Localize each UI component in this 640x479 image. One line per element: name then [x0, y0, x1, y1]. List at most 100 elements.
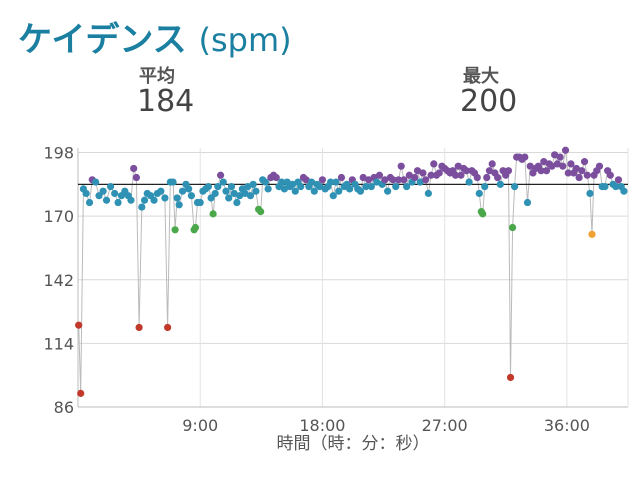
- data-point: [373, 178, 381, 186]
- data-point: [169, 178, 177, 186]
- data-point: [187, 192, 195, 200]
- data-point: [335, 187, 343, 195]
- title-unit: (spm): [198, 21, 292, 59]
- data-point: [230, 189, 238, 198]
- y-tick-label: 114: [43, 334, 74, 353]
- data-point: [381, 176, 389, 184]
- data-point: [329, 192, 337, 200]
- data-point: [310, 187, 318, 195]
- data-point: [601, 183, 609, 191]
- data-point: [511, 183, 519, 191]
- data-point: [356, 187, 365, 195]
- data-point: [185, 185, 193, 193]
- data-point: [424, 189, 432, 198]
- data-point: [222, 187, 230, 195]
- data-point: [362, 183, 370, 191]
- data-point: [102, 196, 111, 204]
- data-point: [462, 167, 470, 175]
- data-point: [494, 173, 502, 182]
- data-point: [496, 180, 504, 188]
- data-point: [196, 198, 204, 207]
- data-point: [85, 198, 94, 207]
- data-point: [272, 173, 280, 182]
- data-point: [191, 223, 200, 232]
- data-point: [435, 169, 443, 177]
- data-point: [127, 196, 135, 204]
- y-tick-label: 198: [43, 144, 74, 163]
- data-point: [326, 178, 335, 186]
- data-point: [397, 162, 405, 170]
- data-point: [175, 201, 183, 209]
- data-point: [411, 173, 419, 182]
- data-point: [114, 198, 122, 207]
- data-point: [506, 373, 515, 382]
- data-point: [178, 187, 187, 195]
- data-point: [173, 194, 181, 202]
- data-point: [236, 192, 244, 200]
- data-point: [485, 167, 494, 175]
- data-point: [302, 176, 310, 184]
- data-point: [483, 173, 491, 182]
- data-point: [367, 183, 375, 191]
- data-point: [586, 189, 594, 198]
- data-point: [540, 158, 548, 166]
- data-point: [400, 176, 408, 184]
- x-tick-label: 27:00: [422, 416, 468, 435]
- x-tick-label: 36:00: [544, 416, 590, 435]
- data-point: [481, 183, 489, 191]
- title-text: ケイデンス: [18, 20, 187, 60]
- data-point: [249, 180, 257, 188]
- data-point: [521, 153, 529, 161]
- data-point: [227, 183, 236, 191]
- data-point: [140, 196, 149, 204]
- data-point: [548, 162, 556, 170]
- data-point: [405, 171, 413, 179]
- data-point: [307, 178, 316, 186]
- data-point: [365, 176, 373, 184]
- data-point: [578, 167, 586, 175]
- data-point: [291, 187, 299, 195]
- data-point: [111, 189, 119, 198]
- data-point: [551, 151, 559, 159]
- data-point: [297, 183, 305, 191]
- data-point: [280, 185, 289, 193]
- data-point: [92, 178, 100, 186]
- x-axis-label: 時間（時：分：秒）: [277, 434, 430, 454]
- x-tick-label: 18:00: [299, 416, 345, 435]
- data-point: [316, 183, 324, 191]
- data-point: [430, 160, 438, 168]
- data-point: [392, 183, 400, 191]
- data-point: [419, 169, 427, 177]
- data-point: [261, 178, 270, 186]
- data-point: [572, 164, 580, 173]
- data-point: [556, 153, 564, 161]
- data-point: [346, 185, 354, 193]
- data-point: [384, 187, 392, 195]
- data-point: [204, 183, 212, 191]
- data-point: [216, 171, 225, 179]
- data-point: [82, 189, 90, 198]
- data-point: [225, 194, 233, 202]
- data-point: [278, 178, 286, 186]
- data-point: [138, 203, 146, 211]
- data-point: [150, 196, 158, 204]
- page-title: ケイデンス (spm): [18, 12, 292, 61]
- data-point: [332, 178, 340, 186]
- y-tick-label: 86: [54, 398, 74, 417]
- data-point: [580, 158, 589, 166]
- data-point: [620, 187, 628, 195]
- data-point: [75, 321, 83, 329]
- data-point: [389, 176, 397, 184]
- data-point: [595, 162, 604, 170]
- data-point: [488, 160, 496, 168]
- data-point: [473, 173, 481, 182]
- data-point: [523, 198, 532, 207]
- avg-value: 184: [137, 84, 195, 119]
- data-point: [413, 167, 422, 175]
- data-point: [164, 323, 172, 332]
- data-point: [394, 176, 403, 184]
- data-point: [130, 164, 138, 173]
- data-point: [612, 183, 620, 191]
- data-point: [403, 183, 411, 191]
- data-point: [132, 173, 140, 182]
